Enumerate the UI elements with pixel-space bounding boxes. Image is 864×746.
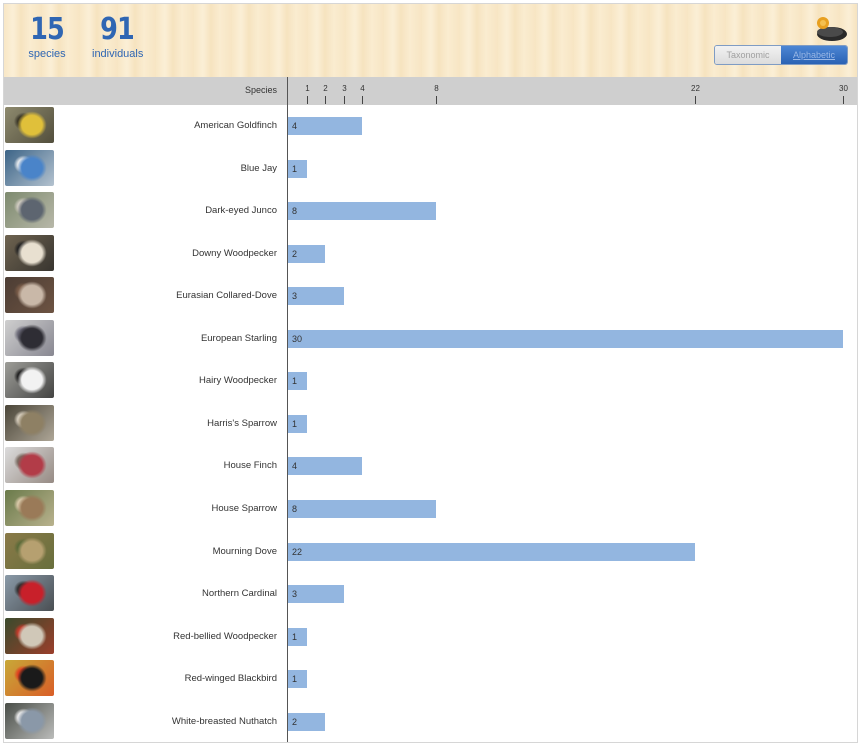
count-bar[interactable]: 8: [288, 202, 436, 221]
species-row: American Goldfinch 4: [4, 105, 857, 147]
sort-taxonomic-button[interactable]: Taxonomic: [715, 46, 781, 64]
bar-value-label: 1: [292, 376, 298, 387]
x-tick-label: 22: [691, 84, 700, 93]
count-bar[interactable]: 22: [288, 542, 695, 561]
species-name[interactable]: House Sparrow: [211, 502, 277, 514]
species-count-label: species: [28, 48, 66, 60]
species-photo[interactable]: [5, 277, 54, 314]
species-name[interactable]: House Finch: [223, 460, 277, 472]
bar-value-label: 3: [292, 589, 298, 600]
count-bar[interactable]: 3: [288, 585, 344, 604]
bar-value-label: 1: [292, 674, 298, 685]
species-photo[interactable]: [5, 447, 54, 484]
bar-value-label: 3: [292, 291, 298, 302]
bar-value-label: 8: [292, 206, 298, 217]
species-photo[interactable]: [5, 617, 54, 654]
bar-value-label: 22: [292, 546, 303, 557]
species-photo[interactable]: [5, 149, 54, 186]
x-tick-label: 8: [434, 84, 439, 93]
x-tick-label: 2: [323, 84, 328, 93]
species-name[interactable]: Red-winged Blackbird: [184, 673, 277, 685]
species-count: 15: [30, 12, 65, 47]
species-row: White-breasted Nuthatch 2: [4, 701, 857, 742]
species-row: Hairy Woodpecker 1: [4, 360, 857, 402]
species-photo[interactable]: [5, 404, 54, 441]
species-column-header: Species: [244, 85, 277, 95]
axis-header: Species 1 2 3 4 8 22 30: [4, 77, 857, 105]
species-name[interactable]: Downy Woodpecker: [192, 247, 277, 259]
species-name[interactable]: European Starling: [200, 332, 277, 344]
species-name[interactable]: Harris's Sparrow: [207, 417, 277, 429]
species-row: Red-bellied Woodpecker 1: [4, 616, 857, 658]
x-tick-label: 4: [360, 84, 365, 93]
species-name[interactable]: Mourning Dove: [212, 545, 277, 557]
species-photo[interactable]: [5, 702, 54, 739]
individuals-count: 91: [100, 12, 135, 47]
species-name[interactable]: Dark-eyed Junco: [205, 205, 277, 217]
species-photo[interactable]: [5, 660, 54, 697]
count-bar[interactable]: 1: [288, 159, 307, 178]
species-row: Northern Cardinal 3: [4, 573, 857, 615]
x-tick-label: 1: [305, 84, 310, 93]
x-axis: 1 2 3 4 8 22 30: [305, 84, 848, 104]
count-bar[interactable]: 3: [288, 287, 344, 306]
species-name[interactable]: Red-bellied Woodpecker: [173, 630, 277, 642]
bar-value-label: 2: [292, 248, 298, 259]
bar-value-label: 2: [292, 716, 298, 727]
bar-value-label: 4: [292, 121, 298, 131]
species-photo[interactable]: [5, 107, 54, 143]
x-tick-label: 3: [342, 84, 347, 93]
species-row: House Sparrow 8: [4, 488, 857, 530]
species-photo[interactable]: [5, 362, 54, 399]
count-bar[interactable]: 8: [288, 499, 436, 518]
species-photo[interactable]: [5, 192, 54, 229]
species-name[interactable]: American Goldfinch: [194, 120, 277, 131]
sort-toggle[interactable]: Taxonomic Alphabetic: [714, 45, 848, 65]
bar-value-label: 1: [292, 163, 298, 174]
bar-value-label: 1: [292, 631, 298, 642]
bar-value-label: 30: [292, 333, 303, 344]
species-stat: 15 species: [24, 12, 70, 60]
species-row: Mourning Dove 22: [4, 531, 857, 573]
count-bar[interactable]: 2: [288, 244, 325, 263]
species-photo[interactable]: [5, 319, 54, 356]
species-row: Blue Jay 1: [4, 148, 857, 190]
species-photo[interactable]: [5, 532, 54, 569]
species-photo[interactable]: [5, 575, 54, 612]
count-bar[interactable]: 1: [288, 670, 307, 689]
species-name[interactable]: Hairy Woodpecker: [199, 375, 277, 387]
species-name[interactable]: Northern Cardinal: [202, 588, 277, 600]
count-bar[interactable]: 2: [288, 712, 325, 731]
bar-value-label: 1: [292, 418, 298, 429]
count-bar[interactable]: 4: [288, 117, 362, 135]
species-name[interactable]: Eurasian Collared-Dove: [176, 290, 277, 302]
species-row: European Starling 30: [4, 318, 857, 360]
species-row: Dark-eyed Junco 8: [4, 190, 857, 232]
bird-count-panel: 15 species 91 individuals Taxonomic Alph…: [3, 3, 858, 743]
summary-header: 15 species 91 individuals Taxonomic Alph…: [4, 4, 857, 77]
species-row: Downy Woodpecker 2: [4, 233, 857, 275]
individuals-stat: 91 individuals: [92, 12, 144, 60]
species-row: Eurasian Collared-Dove 3: [4, 275, 857, 317]
species-name[interactable]: Blue Jay: [240, 162, 277, 174]
species-photo[interactable]: [5, 234, 54, 271]
species-photo[interactable]: [5, 489, 54, 526]
species-row: House Finch 4: [4, 445, 857, 487]
individuals-count-label: individuals: [92, 48, 144, 60]
x-tick-label: 30: [839, 84, 848, 93]
count-bar[interactable]: 1: [288, 372, 307, 391]
axis-baseline: [287, 77, 288, 742]
count-bar[interactable]: 1: [288, 414, 307, 433]
species-row: Harris's Sparrow 1: [4, 403, 857, 445]
sort-alphabetic-button[interactable]: Alphabetic: [781, 46, 847, 64]
count-bar[interactable]: 1: [288, 627, 307, 646]
bar-value-label: 8: [292, 503, 298, 514]
bar-value-label: 4: [292, 461, 298, 472]
species-name[interactable]: White-breasted Nuthatch: [171, 715, 277, 727]
count-bar[interactable]: 30: [288, 329, 843, 348]
species-row: Red-winged Blackbird 1: [4, 658, 857, 700]
bird-logo-icon: [817, 17, 847, 41]
count-bar[interactable]: 4: [288, 457, 362, 476]
